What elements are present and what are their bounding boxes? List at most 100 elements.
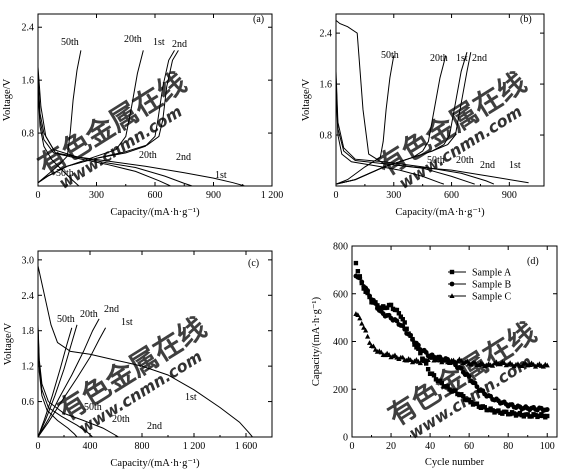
series-line-charge-20th [38,324,78,437]
data-point-Sample A [353,260,359,266]
data-point-Sample A [394,307,400,313]
series-line-discharge-20th [38,80,171,186]
series-label-charge-50th: 50th [61,37,79,48]
data-point-Sample C [544,362,550,368]
data-point-Sample A [423,361,429,366]
series-label-charge-20th: 20th [430,53,448,64]
data-point-Sample B [408,332,413,338]
x-tick-label: 1 200 [261,190,284,201]
series-label-charge-2nd: 2nd [472,53,487,64]
x-tick-label: 300 [386,190,401,201]
x-tick-label: 0 [350,441,355,452]
y-tick-label: 1.2 [22,362,35,373]
series-label-charge-50th: 50th [57,314,75,325]
y-tick-label: 0.6 [22,397,35,408]
y-axis-label: Voltage/V [3,322,14,365]
data-point-Sample C [355,312,361,317]
data-point-Sample B [357,275,363,281]
series-label-discharge-20th: 20th [139,150,157,161]
y-tick-label: 0.8 [22,129,35,140]
x-tick-label: 800 [135,441,150,452]
x-axis-label: Capacity/(mA·h·g⁻¹) [395,207,485,218]
data-point-Sample A [474,401,480,406]
series-line-discharge-2nd [336,71,495,185]
x-axis-label: Capacity/(mA·h·g⁻¹) [110,207,200,218]
series-line-discharge-50th [38,86,80,186]
y-tick-label: 400 [333,337,348,348]
data-point-Sample A [402,320,407,325]
x-tick-label: 1 200 [183,441,206,452]
legend-label: Sample B [472,280,511,291]
x-tick-label: 60 [464,441,474,452]
data-point-Sample B [359,279,365,285]
data-point-Sample A [431,373,437,378]
series-line-charge-20th [336,55,447,185]
x-tick-label: 1 600 [235,441,258,452]
series-line-charge-50th [38,327,73,437]
series-label-discharge-2nd: 2nd [147,421,162,432]
y-tick-label: 2.4 [22,23,35,34]
series-label-discharge-50th: 50th [56,168,74,179]
series-label-discharge-50th: 50th [427,155,445,166]
series-label-charge-2nd: 2nd [104,304,119,315]
series-label-charge-1st: 1st [153,37,165,48]
series-label-discharge-2nd: 2nd [480,160,495,171]
data-point-Sample A [398,314,404,319]
legend-label: Sample C [472,292,511,303]
series-label-charge-2nd: 2nd [172,39,187,50]
x-tick-label: 20 [386,441,396,452]
y-tick-label: 800 [333,242,348,253]
series-label-charge-20th: 20th [80,309,98,320]
panel-label: (a) [253,14,264,25]
data-point-Sample B [466,374,472,379]
data-point-Sample C [400,354,406,360]
data-point-Sample A [388,302,394,308]
series-line-discharge-2nd [38,324,119,437]
series-label-discharge-50th: 50th [84,402,102,413]
series-label-discharge-20th: 20th [456,155,474,166]
x-tick-label: 100 [540,441,555,452]
series-line-charge-20th [38,50,144,184]
x-tick-label: 80 [503,441,513,452]
series-line-discharge-20th [336,77,475,185]
series-label-discharge-1st: 1st [185,392,197,403]
data-point-Sample C [361,324,367,330]
data-point-Sample C [429,355,435,360]
data-point-Sample A [545,413,550,419]
series-label-discharge-20th: 20th [112,414,130,425]
series-label-discharge-1st: 1st [215,170,227,181]
x-tick-label: 400 [83,441,98,452]
legend-label: Sample A [472,268,512,279]
data-point-Sample A [375,303,380,308]
data-point-Sample A [396,311,402,316]
data-point-Sample A [453,388,458,394]
y-tick-label: 600 [333,289,348,300]
data-point-Sample C [378,349,384,355]
data-point-Sample C [365,333,371,339]
data-point-Sample B [402,326,408,332]
series-line-discharge-1st [38,265,253,437]
data-point-Sample C [370,343,377,349]
legend-marker [449,281,455,287]
data-point-Sample A [468,399,474,405]
y-tick-label: 0 [343,433,348,444]
series-line-discharge-1st [336,20,529,184]
data-point-Sample C [366,340,373,345]
data-point-Sample C [357,315,363,321]
chart-panel-d: (d) 0 20 40 60 80 100 0 200 400 600 800 Cycle number… [311,242,558,468]
data-point-Sample C [363,327,369,333]
data-point-Sample B [415,342,421,348]
data-point-Sample A [461,394,466,399]
y-tick-label: 2.4 [22,291,35,302]
chart-panel-c: (c) 0 400 800 1 200 1 600 0.6 1.2 1.8 2.4 3.0 Capac… [3,250,273,469]
series-label-charge-1st: 1st [456,53,468,64]
data-point-Sample A [482,405,487,410]
series-label-discharge-2nd: 2nd [176,152,191,163]
data-point-Sample C [425,357,431,362]
x-tick-label: 600 [148,190,163,201]
y-axis-label: Capacity/(mA·h·g⁻¹) [311,296,322,386]
series-label-charge-20th: 20th [124,34,142,45]
data-point-Sample B [474,384,480,390]
